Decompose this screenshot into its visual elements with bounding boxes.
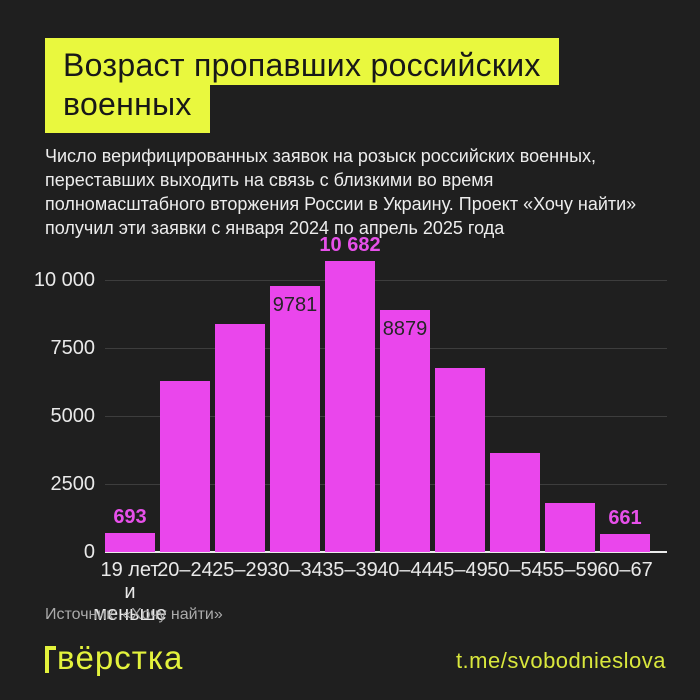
x-tick-label: 19 лет и меньше bbox=[89, 559, 171, 625]
bar-50-54 bbox=[490, 453, 540, 552]
description-line: переставших выходить на связь с близкими… bbox=[45, 170, 494, 190]
y-tick-label-10000: 10 000 bbox=[33, 269, 95, 291]
description-line: Число верифицированных заявок на розыск … bbox=[45, 146, 597, 166]
x-tick-label: 60–67 bbox=[584, 559, 666, 581]
x-tick-line: 60–67 bbox=[597, 559, 653, 581]
bar-value-label: 8879 bbox=[382, 318, 428, 340]
bar-30-34 bbox=[270, 286, 320, 552]
verstka-logo-mark-icon bbox=[45, 646, 56, 673]
x-tick-label: 25–29 bbox=[199, 559, 281, 581]
bar-value-label: 661 bbox=[608, 507, 642, 529]
bar-60-67 bbox=[600, 534, 650, 552]
title-line-2: военных bbox=[45, 84, 210, 133]
bar-value-label: 9781 bbox=[272, 294, 318, 316]
page-title: Возраст пропавших российских военных bbox=[45, 38, 559, 133]
bar-value-label: 10 682 bbox=[319, 234, 381, 256]
x-tick-label: 45–49 bbox=[419, 559, 501, 581]
x-tick-label: 35–39 bbox=[309, 559, 391, 581]
x-tick-line: 19 лет bbox=[100, 559, 160, 581]
gridline-0 bbox=[105, 551, 667, 553]
verstka-logo: вёрстка bbox=[45, 641, 183, 675]
x-tick-line: 45–49 bbox=[432, 559, 488, 581]
x-tick-line: и меньше bbox=[93, 581, 167, 625]
bar-19-лет-и-меньше bbox=[105, 533, 155, 552]
y-tick-label-5000: 5000 bbox=[50, 405, 96, 427]
x-tick-label: 50–54 bbox=[474, 559, 556, 581]
x-tick-line: 40–44 bbox=[377, 559, 433, 581]
bar-45-49 bbox=[435, 368, 485, 552]
bar-40-44 bbox=[380, 310, 430, 552]
telegram-link[interactable]: t.me/svobodnieslova bbox=[455, 648, 666, 673]
chart-description: Число верифицированных заявок на розыск … bbox=[45, 144, 636, 240]
bar-25-29 bbox=[215, 324, 265, 552]
x-tick-line: 35–39 bbox=[322, 559, 378, 581]
x-tick-label: 30–34 bbox=[254, 559, 336, 581]
bar-55-59 bbox=[545, 503, 595, 552]
y-tick-label-0: 0 bbox=[83, 541, 95, 563]
title-line-1: Возраст пропавших российских bbox=[45, 38, 559, 85]
x-tick-line: 55–59 bbox=[542, 559, 598, 581]
bar-value-label: 693 bbox=[113, 506, 147, 528]
x-tick-line: 20–24 bbox=[157, 559, 213, 581]
source-note: Источник: «Хочу найти» bbox=[45, 606, 223, 623]
description-line: полномасштабного вторжения России в Укра… bbox=[45, 194, 637, 214]
y-tick-label-2500: 2500 bbox=[50, 473, 96, 495]
x-tick-label: 20–24 bbox=[144, 559, 226, 581]
gridline-10000 bbox=[105, 280, 667, 281]
x-tick-line: 50–54 bbox=[487, 559, 543, 581]
bar-20-24 bbox=[160, 381, 210, 552]
verstka-logo-text: вёрстка bbox=[57, 639, 184, 676]
y-tick-label-7500: 7500 bbox=[50, 337, 96, 359]
bar-35-39 bbox=[325, 261, 375, 552]
x-tick-label: 40–44 bbox=[364, 559, 446, 581]
x-tick-line: 30–34 bbox=[267, 559, 323, 581]
description-line: получил эти заявки с января 2024 по апре… bbox=[45, 218, 505, 238]
x-tick-line: 25–29 bbox=[212, 559, 268, 581]
x-tick-label: 55–59 bbox=[529, 559, 611, 581]
